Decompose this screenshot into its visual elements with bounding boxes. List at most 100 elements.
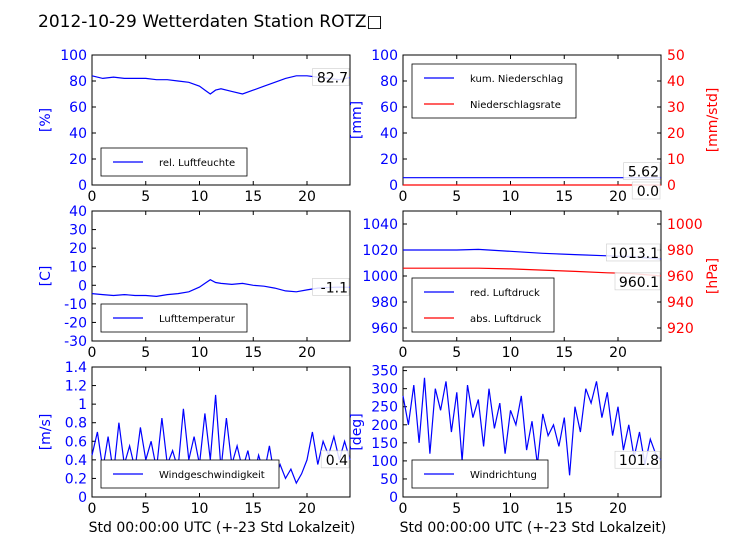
y-axis-label: [C] xyxy=(38,266,54,287)
value-label-box xyxy=(614,450,661,469)
legend: Windgeschwindigkeit xyxy=(100,459,280,489)
x-tick-label: 5 xyxy=(141,501,150,517)
legend-label: abs. Luftdruck xyxy=(470,314,541,325)
legend: kum. Niederschlag Niederschlagsrate xyxy=(411,63,577,119)
x-tick-label: 10 xyxy=(502,189,520,205)
legend-label: Windgeschwindigkeit xyxy=(159,470,265,481)
y-tick-label: 20 xyxy=(380,152,398,168)
y-tick-label: -30 xyxy=(64,334,87,350)
y-tick-label: 80 xyxy=(69,74,87,90)
y-axis-label-right: [mm/std] xyxy=(705,88,721,153)
legend-label: Lufttemperatur xyxy=(159,314,236,325)
x-tick-label: 15 xyxy=(555,345,573,361)
y-tick-label: 0 xyxy=(78,278,87,294)
x-tick-label: 20 xyxy=(609,501,627,517)
value-label-box xyxy=(312,68,350,86)
y-tick-label-right: 50 xyxy=(667,48,685,64)
x-tick-label: 10 xyxy=(191,345,209,361)
x-tick-label: 20 xyxy=(609,189,627,205)
legend: Lufttemperatur xyxy=(100,303,248,333)
y-tick-label-right: 1000 xyxy=(667,217,703,233)
y-tick-label-right: 10 xyxy=(667,152,685,168)
series-line xyxy=(402,377,662,476)
last-value-label: 960.1 xyxy=(619,275,659,291)
last-value-label: 101.8 xyxy=(619,453,659,469)
y-axis-label: [mm] xyxy=(349,101,365,139)
value-label-box xyxy=(631,181,661,200)
y-tick-label: 960 xyxy=(371,321,398,337)
plot-frame xyxy=(91,54,351,186)
y-tick-label-right: 40 xyxy=(667,74,685,90)
y-axis-label: [deg] xyxy=(349,413,365,450)
x-tick-label: 20 xyxy=(298,501,316,517)
legend-label: Niederschlagsrate xyxy=(470,100,561,111)
legend-label: Windrichtung xyxy=(470,470,537,481)
y-tick-label: 300 xyxy=(371,382,398,398)
y-tick-label: 250 xyxy=(371,400,398,416)
legend: red. Luftdruck abs. Luftdruck xyxy=(411,277,555,333)
y-tick-label-right: 0 xyxy=(667,178,676,194)
plot-frame xyxy=(91,366,351,498)
y-tick-label: 1020 xyxy=(362,243,398,259)
x-tick-label: 20 xyxy=(609,345,627,361)
value-label-box xyxy=(312,278,350,296)
panel-4: 0 5 10 15 20 960 980 1000 1020 1040 920 940 960 980 10… xyxy=(362,210,721,361)
x-tick-label: 5 xyxy=(141,189,150,205)
y-tick-label: 1 xyxy=(78,397,87,413)
last-value-label: -1.1 xyxy=(321,280,348,296)
y-tick-label: 20 xyxy=(69,152,87,168)
x-tick-label: 15 xyxy=(555,189,573,205)
legend: rel. Luftfeuchte xyxy=(100,147,248,177)
x-tick-label: 0 xyxy=(88,189,97,205)
last-value-label: 0.4 xyxy=(326,453,348,469)
legend-box xyxy=(411,63,577,119)
panel-2: 0 5 10 15 20 0 20 40 60 80 100 [mm] 0 10 20 30 40 50 [mm/s… xyxy=(349,48,721,205)
value-label-box xyxy=(320,450,350,469)
legend: Windrichtung xyxy=(411,459,549,489)
value-label-box xyxy=(614,272,661,291)
y-tick-label-right: 940 xyxy=(667,295,694,311)
y-tick-label: 1040 xyxy=(362,217,398,233)
y-tick-label: 40 xyxy=(69,204,87,220)
y-tick-label: 150 xyxy=(371,436,398,452)
last-value-label: 0.0 xyxy=(637,184,659,200)
x-tick-label: 15 xyxy=(244,189,262,205)
y-tick-label: -20 xyxy=(64,315,87,331)
y-tick-label: 0 xyxy=(78,178,87,194)
x-tick-label: 0 xyxy=(88,345,97,361)
y-tick-label: 80 xyxy=(380,74,398,90)
figure-title: 2012-10-29 Wetterdaten Station ROTZ□ xyxy=(38,12,383,32)
y-axis-label: [m/s] xyxy=(38,414,54,451)
x-tick-label: 10 xyxy=(502,501,520,517)
x-tick-label: 20 xyxy=(298,189,316,205)
series-line xyxy=(91,75,351,95)
y-tick-label: 40 xyxy=(380,126,398,142)
y-tick-label: 100 xyxy=(371,454,398,470)
y-tick-label-right: 960 xyxy=(667,269,694,285)
y-tick-label: 100 xyxy=(60,48,87,64)
y-tick-label: 0 xyxy=(389,490,398,506)
y-tick-label: 50 xyxy=(380,472,398,488)
y-tick-label: 350 xyxy=(371,364,398,380)
x-tick-label: 10 xyxy=(191,189,209,205)
x-tick-label: 10 xyxy=(502,345,520,361)
legend-box xyxy=(411,277,555,333)
y-tick-label: 40 xyxy=(69,126,87,142)
legend-label: red. Luftdruck xyxy=(470,288,540,299)
x-tick-label: 15 xyxy=(244,501,262,517)
y-tick-label-right: 920 xyxy=(667,321,694,337)
y-tick-label: 100 xyxy=(371,48,398,64)
y-tick-label: 0.2 xyxy=(65,471,87,487)
panel-3: 0 5 10 15 20 -30 -20 -10 0 10 20 30 40 [C] Lufttempera… xyxy=(38,204,351,361)
last-value-label: 1013.1 xyxy=(610,246,659,262)
y-tick-label: 0.4 xyxy=(65,453,87,469)
x-axis-label-right: Std 00:00:00 UTC (+-23 Std Lokalzeit) xyxy=(400,520,667,536)
x-tick-label: 5 xyxy=(452,345,461,361)
legend-label: kum. Niederschlag xyxy=(470,74,563,85)
y-tick-label: 0.6 xyxy=(65,434,87,450)
x-tick-label: 5 xyxy=(141,345,150,361)
y-tick-label: 1000 xyxy=(362,269,398,285)
x-axis-label-left: Std 00:00:00 UTC (+-23 Std Lokalzeit) xyxy=(89,520,356,536)
y-tick-label-right: 20 xyxy=(667,126,685,142)
